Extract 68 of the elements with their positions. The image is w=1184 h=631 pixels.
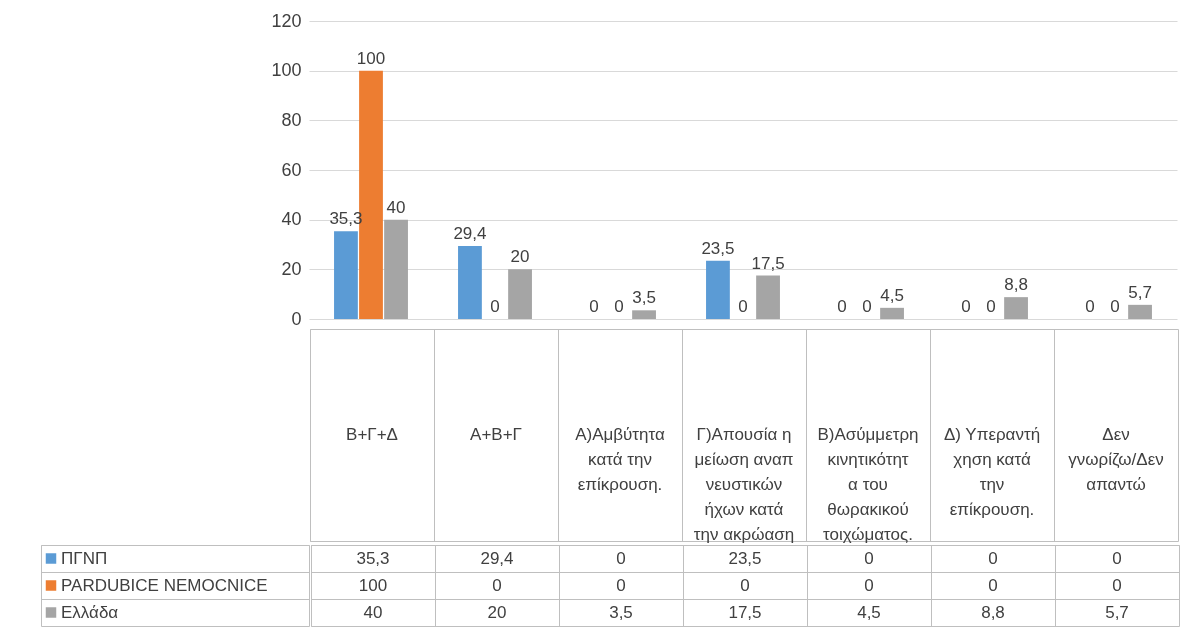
text: 3,5 <box>632 288 656 308</box>
x-tick-label: Β+Γ+Δ <box>346 425 398 444</box>
bar <box>384 219 408 319</box>
data-label: 3,5 <box>609 602 633 622</box>
data-label: 0 <box>740 575 750 595</box>
data-label: 4,5 <box>857 602 881 622</box>
x-tick-label: Α+Β+Γ <box>470 425 522 444</box>
text: 4,5 <box>880 285 904 305</box>
y-tick-label: 120 <box>271 10 302 31</box>
text: 0 <box>837 297 847 316</box>
text: 0 <box>490 297 500 316</box>
text: 0 <box>986 297 996 316</box>
bar <box>458 245 482 319</box>
text: 100 <box>356 48 386 68</box>
text: 0 <box>614 297 624 316</box>
y-tick-label: 60 <box>281 159 302 180</box>
x-tick-label: Β)Ασύμμετρη κινητικότητα του θωρακικού τοιχώματος. <box>817 425 919 544</box>
data-label: 20 <box>487 602 507 622</box>
text: 20 <box>510 247 530 267</box>
data-label: 0 <box>1112 575 1122 595</box>
y-tick-label: 20 <box>281 258 302 279</box>
data-label: 23,5 <box>728 548 762 568</box>
x-tick-label: Δεν γνωρίζω/Δεν απαντώ <box>1068 425 1164 494</box>
bar <box>508 269 532 319</box>
bar <box>1128 304 1152 319</box>
y-tick-label: 0 <box>291 308 302 329</box>
data-label: 0 <box>988 548 998 568</box>
bar <box>756 275 780 319</box>
y-tick-label: 80 <box>281 109 302 130</box>
text: 0 <box>589 297 599 316</box>
legend-label: PARDUBICE NEMOCNICE <box>61 575 268 595</box>
data-label: 100 <box>358 575 388 595</box>
legend-label: Ελλάδα <box>61 602 119 622</box>
data-label: 0 <box>1112 548 1122 568</box>
bar <box>632 310 656 319</box>
text: 0 <box>862 297 872 316</box>
legend-label: ΠΓΝΠ <box>61 548 108 568</box>
data-label: 0 <box>616 548 626 568</box>
text: 0 <box>738 297 748 316</box>
text: 5,7 <box>1128 282 1152 302</box>
text: 29,4 <box>453 223 487 243</box>
data-label: 0 <box>616 575 626 595</box>
y-tick-label: 100 <box>271 60 302 81</box>
bar <box>1004 297 1028 319</box>
data-label: 0 <box>864 575 874 595</box>
data-label: 35,3 <box>356 548 390 568</box>
bar <box>706 260 730 319</box>
text: 23,5 <box>701 238 735 258</box>
text: 40 <box>386 197 406 217</box>
y-tick-label: 40 <box>281 209 302 230</box>
data-label: 5,7 <box>1105 602 1129 622</box>
text: 17,5 <box>751 253 785 273</box>
data-label: 0 <box>988 575 998 595</box>
text: 8,8 <box>1004 275 1028 295</box>
data-label: 0 <box>864 548 874 568</box>
bar <box>334 231 358 319</box>
data-label: 0 <box>492 575 502 595</box>
x-tick-label: Α)Αμβύτητα κατά την επίκρουση. <box>575 425 666 494</box>
data-label: 8,8 <box>981 602 1005 622</box>
bar <box>880 307 904 319</box>
data-label: 29,4 <box>480 548 514 568</box>
text: 0 <box>1110 297 1120 316</box>
x-tick-label: Γ)Απουσία η μείωση αναπνευστικών ήχων κατά την ακρώαση <box>693 425 795 544</box>
text: 0 <box>961 297 971 316</box>
data-label: 17,5 <box>728 602 762 622</box>
data-label: 40 <box>363 602 383 622</box>
text: 0 <box>1085 297 1095 316</box>
x-tick-label: Δ) Υπεραντήχηση κατά την επίκρουση. <box>943 425 1041 519</box>
